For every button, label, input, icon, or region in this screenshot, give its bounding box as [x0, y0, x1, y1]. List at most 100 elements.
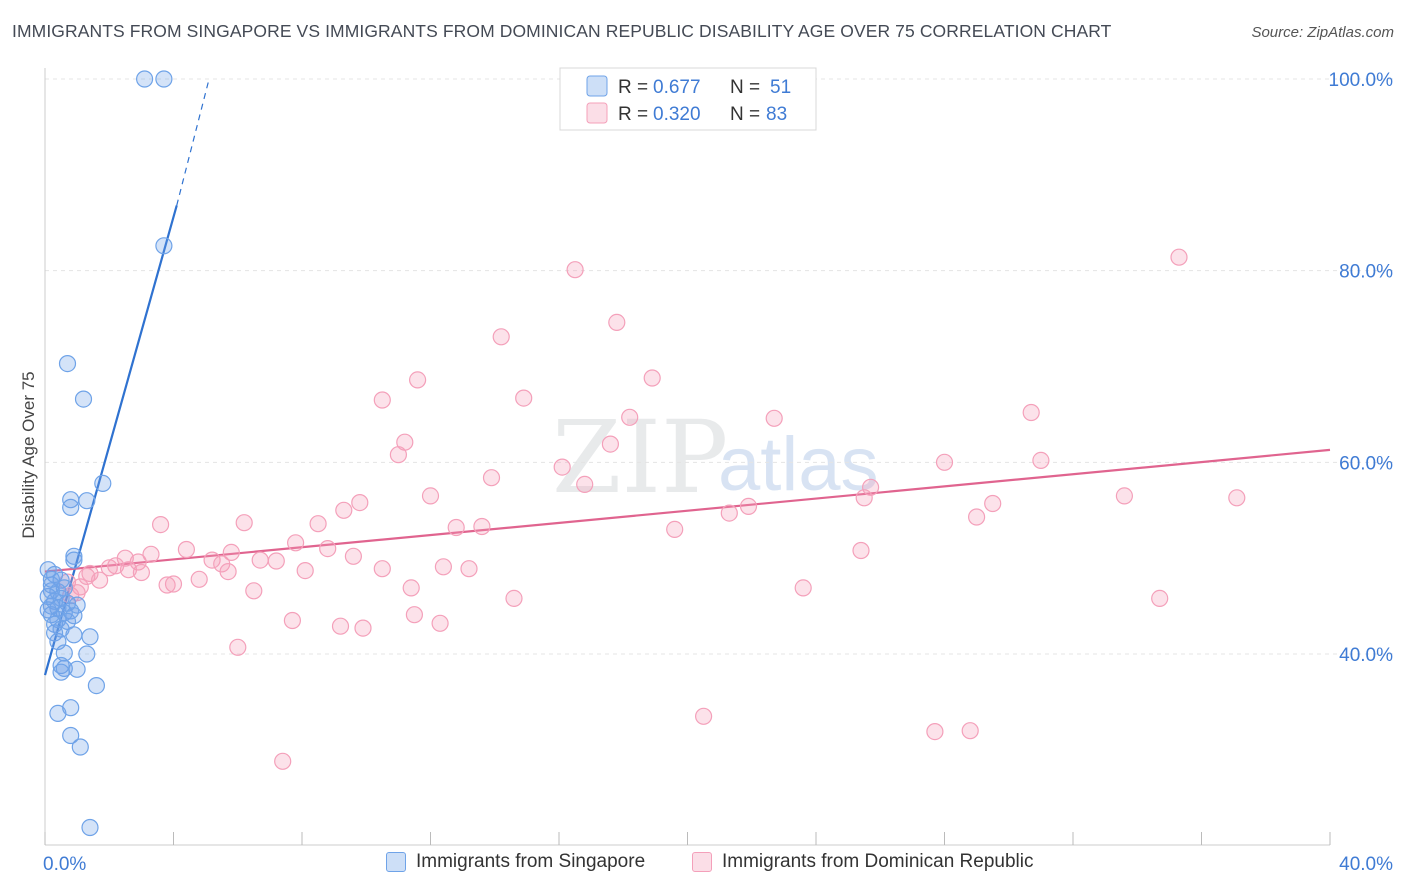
- point-dominican: [177, 540, 195, 559]
- point-dominican: [1115, 487, 1134, 505]
- point-dominican: [935, 453, 954, 471]
- point-dominican: [852, 541, 870, 560]
- point-dominican: [142, 545, 160, 563]
- point-dominican: [967, 508, 986, 526]
- point-singapore: [74, 390, 93, 408]
- legend-item-dominican: Immigrants from Dominican Republic: [692, 851, 1034, 873]
- trend-lines: [43, 79, 1331, 676]
- point-dominican: [984, 494, 1002, 513]
- point-singapore: [58, 612, 77, 631]
- legend-swatch-singapore-bottom: [386, 852, 406, 872]
- point-dominican: [222, 543, 240, 562]
- point-dominican: [666, 520, 684, 539]
- point-singapore: [78, 492, 96, 510]
- point-dominican: [460, 560, 478, 578]
- point-singapore: [52, 656, 70, 675]
- legend-r-label-2: R =: [618, 104, 648, 125]
- point-dominican: [287, 534, 305, 552]
- point-singapore: [78, 645, 96, 663]
- point-singapore: [52, 663, 70, 681]
- legend-item-singapore: Immigrants from Singapore: [386, 851, 645, 873]
- point-dominican: [251, 551, 269, 569]
- x-tick-label: 40.0%: [1339, 854, 1393, 875]
- point-dominican: [190, 570, 208, 588]
- point-dominican: [81, 564, 99, 583]
- data-points: [39, 70, 1246, 837]
- point-dominican: [107, 557, 125, 575]
- legend-label-singapore: Immigrants from Singapore: [416, 851, 646, 872]
- y-tick-label: 100.0%: [1329, 70, 1394, 91]
- point-dominican: [344, 547, 362, 565]
- point-dominican: [331, 617, 350, 635]
- source-label: Source: ZipAtlas.com: [1251, 24, 1394, 41]
- trend-line-singapore-extension: [176, 79, 210, 206]
- legend-swatch-dominican: [586, 102, 608, 124]
- point-dominican: [1170, 248, 1188, 266]
- point-singapore: [65, 551, 83, 569]
- point-singapore: [62, 498, 80, 516]
- point-dominican: [694, 707, 713, 725]
- point-dominican: [152, 515, 170, 534]
- point-dominican: [621, 408, 639, 426]
- legend-n-label-2: N =: [730, 104, 760, 125]
- point-dominican: [794, 579, 812, 597]
- point-dominican: [861, 478, 880, 496]
- point-singapore: [68, 660, 86, 678]
- point-dominican: [505, 589, 523, 608]
- point-dominican: [1151, 589, 1169, 608]
- point-dominican: [576, 475, 594, 493]
- point-dominican: [492, 328, 510, 346]
- y-axis-label: Disability Age Over 75: [19, 371, 38, 538]
- legend-swatch-dominican-bottom: [692, 852, 712, 872]
- point-dominican: [720, 504, 738, 522]
- legend-n-label-1: N =: [730, 77, 760, 98]
- point-dominican: [309, 515, 327, 533]
- legend-top: R = 0.677 N = 51 R = 0.320 N = 83: [559, 67, 817, 131]
- point-singapore: [45, 565, 64, 584]
- point-dominican: [229, 638, 247, 656]
- point-dominican: [132, 563, 150, 582]
- point-singapore: [65, 547, 83, 565]
- point-dominican: [1022, 403, 1040, 422]
- point-dominican: [335, 501, 353, 519]
- point-dominican: [409, 371, 427, 389]
- legend-swatch-singapore: [586, 75, 608, 97]
- axes: [44, 68, 1331, 846]
- trend-line-dominican: [44, 448, 1331, 573]
- point-dominican: [1228, 489, 1246, 507]
- point-singapore: [49, 704, 67, 723]
- point-singapore: [62, 726, 80, 745]
- point-dominican: [319, 539, 337, 558]
- point-dominican: [283, 611, 301, 630]
- point-dominican: [643, 369, 661, 387]
- point-dominican: [235, 514, 253, 532]
- point-singapore: [71, 738, 89, 756]
- point-singapore: [45, 624, 64, 642]
- point-singapore: [87, 676, 106, 695]
- point-dominican: [447, 518, 465, 537]
- y-tick-label: 80.0%: [1339, 262, 1393, 283]
- point-dominican: [961, 722, 979, 740]
- watermark-atlas: atlas: [718, 422, 879, 507]
- point-dominican: [739, 497, 758, 515]
- point-dominican: [1032, 451, 1050, 469]
- point-singapore: [39, 601, 57, 619]
- point-dominican: [389, 446, 407, 464]
- point-dominican: [402, 579, 420, 597]
- point-dominican: [158, 576, 176, 594]
- point-dominican: [765, 409, 783, 427]
- point-dominican: [608, 313, 626, 331]
- point-singapore: [58, 355, 77, 373]
- gridlines: [45, 78, 1394, 655]
- legend-r-label-1: R =: [618, 77, 648, 98]
- point-singapore: [81, 818, 99, 837]
- point-dominican: [566, 261, 584, 279]
- y-tick-label: 60.0%: [1339, 453, 1393, 474]
- point-dominican: [354, 619, 372, 637]
- legend-n-value-2: 83: [766, 104, 787, 125]
- watermark-zip: ZIP: [552, 399, 728, 516]
- point-singapore: [68, 596, 86, 614]
- trend-line-singapore: [43, 205, 178, 676]
- legend-n-value-1: 51: [770, 77, 791, 98]
